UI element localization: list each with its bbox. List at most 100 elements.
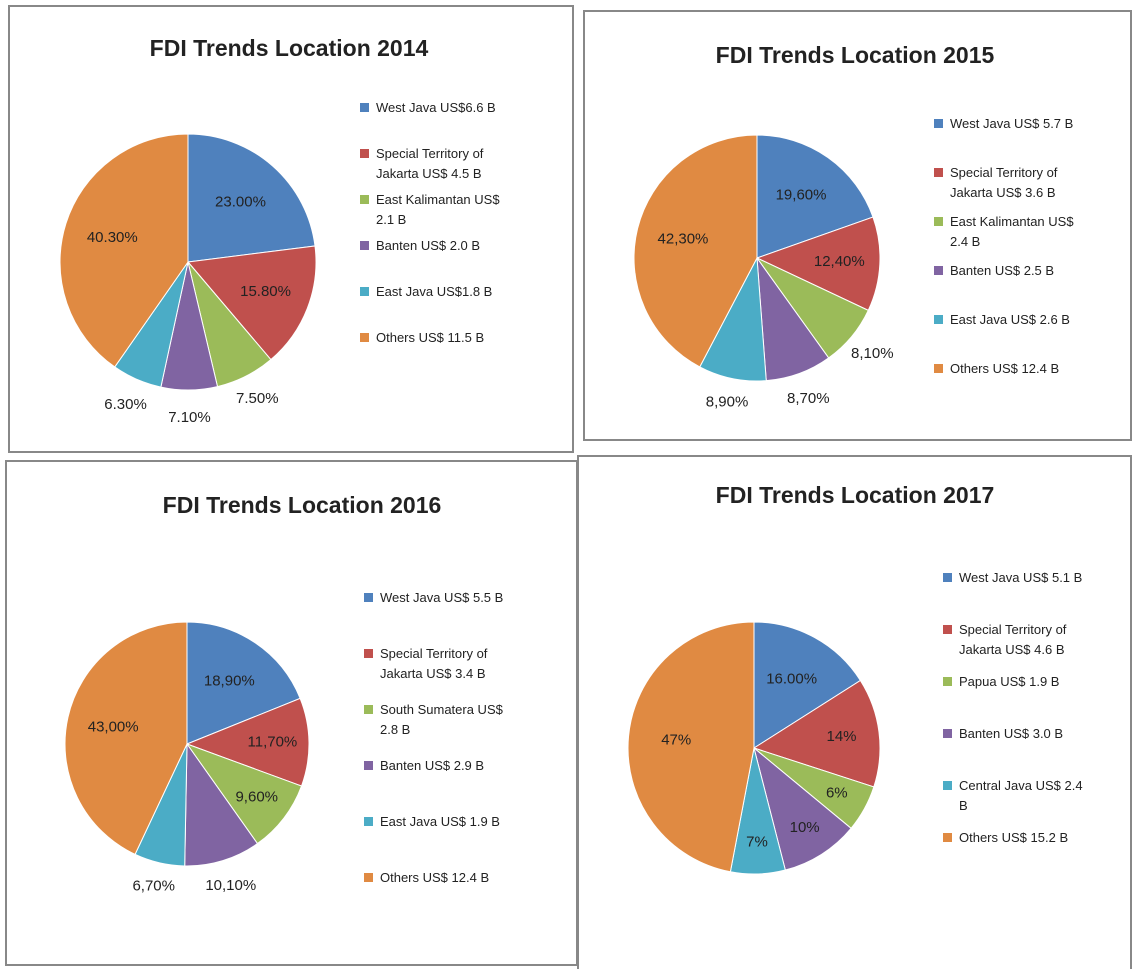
legend-swatch	[943, 781, 952, 790]
data-label: 14%	[826, 728, 856, 745]
legend-item: Special Territory of Jakarta US$ 3.4 B	[364, 644, 520, 684]
legend-item: Banten US$ 2.5 B	[934, 261, 1090, 281]
legend-item: West Java US$ 5.1 B	[943, 568, 1089, 588]
chart-title: FDI Trends Location 2014	[150, 35, 429, 61]
legend-swatch	[360, 333, 369, 342]
legend-item: Others US$ 11.5 B	[360, 328, 500, 348]
legend-label: Special Territory of Jakarta US$ 3.6 B	[950, 165, 1058, 200]
data-label: 16.00%	[766, 671, 817, 688]
legend-label: Others US$ 12.4 B	[950, 361, 1060, 376]
legend-item: West Java US$ 5.5 B	[364, 588, 520, 608]
data-label: 9,60%	[235, 788, 278, 805]
pie-slice	[185, 697, 310, 787]
legend-item: Banten US$ 2.9 B	[364, 756, 520, 776]
legend-label: East Java US$1.8 B	[376, 284, 493, 299]
legend-item: East Kalimantan US$ 2.4 B	[934, 212, 1090, 252]
legend-item: Banten US$ 3.0 B	[943, 724, 1089, 744]
legend-swatch	[360, 287, 369, 296]
legend-label: Special Territory of Jakarta US$ 4.6 B	[959, 622, 1067, 657]
legend-label: Banten US$ 2.0 B	[376, 238, 481, 253]
data-label: 8,10%	[851, 345, 894, 362]
legend-item: East Kalimantan US$ 2.1 B	[360, 190, 500, 230]
panel	[8, 5, 574, 453]
legend-swatch	[364, 817, 373, 826]
legend-item: Papua US$ 1.9 B	[943, 672, 1089, 692]
data-label: 12,40%	[814, 253, 865, 270]
legend-label: West Java US$ 5.1 B	[959, 570, 1083, 585]
legend-item: South Sumatera US$ 2.8 B	[364, 700, 520, 740]
data-label: 6,70%	[132, 878, 175, 895]
legend-swatch	[934, 364, 943, 373]
legend-item: West Java US$6.6 B	[360, 98, 500, 118]
legend-label: West Java US$ 5.7 B	[950, 116, 1074, 131]
legend-swatch	[364, 873, 373, 882]
legend-swatch	[360, 195, 369, 204]
legend-label: South Sumatera US$ 2.8 B	[380, 702, 503, 737]
legend-label: Special Territory of Jakarta US$ 4.5 B	[376, 146, 484, 181]
legend-swatch	[934, 119, 943, 128]
legend-swatch	[943, 625, 952, 634]
legend-swatch	[364, 593, 373, 602]
chart-title: FDI Trends Location 2016	[163, 492, 442, 518]
data-label: 7%	[746, 833, 768, 850]
data-label: 42,30%	[658, 231, 709, 248]
panel	[577, 455, 1132, 969]
legend-item: Special Territory of Jakarta US$ 3.6 B	[934, 163, 1090, 203]
legend-item: Central Java US$ 2.4 B	[943, 776, 1089, 816]
legend-label: Papua US$ 1.9 B	[959, 674, 1060, 689]
data-label: 11,70%	[248, 734, 298, 751]
legend-swatch	[364, 705, 373, 714]
data-label: 7.10%	[168, 409, 211, 426]
data-label: 40.30%	[87, 229, 138, 246]
legend-item: Others US$ 12.4 B	[364, 868, 520, 888]
legend-swatch	[360, 103, 369, 112]
pie-slice	[752, 679, 881, 788]
legend-label: Banten US$ 2.9 B	[380, 758, 485, 773]
legend-label: Banten US$ 2.5 B	[950, 263, 1055, 278]
legend-swatch	[943, 677, 952, 686]
pie-slice	[627, 621, 755, 873]
legend-label: Banten US$ 3.0 B	[959, 726, 1064, 741]
data-label: 6%	[826, 784, 848, 801]
pie-slice	[187, 245, 317, 361]
legend-label: East Java US$ 1.9 B	[380, 814, 500, 829]
data-label: 10%	[790, 819, 820, 836]
pie-slice	[633, 134, 758, 368]
legend-label: Others US$ 15.2 B	[959, 830, 1069, 845]
panel	[583, 10, 1132, 441]
legend-item: Special Territory of Jakarta US$ 4.6 B	[943, 620, 1089, 660]
data-label: 6.30%	[104, 396, 147, 413]
legend-label: East Kalimantan US$ 2.1 B	[376, 192, 500, 227]
legend-item: West Java US$ 5.7 B	[934, 114, 1090, 134]
pie-slice	[184, 742, 259, 867]
legend-label: West Java US$6.6 B	[376, 100, 496, 115]
legend-swatch	[934, 217, 943, 226]
legend-swatch	[943, 573, 952, 582]
legend-label: West Java US$ 5.5 B	[380, 590, 504, 605]
legend-item: Others US$ 15.2 B	[943, 828, 1089, 848]
legend-label: Others US$ 11.5 B	[376, 330, 485, 345]
legend-swatch	[934, 168, 943, 177]
data-label: 18,90%	[204, 672, 255, 689]
legend-label: East Java US$ 2.6 B	[950, 312, 1070, 327]
data-label: 19,60%	[776, 187, 827, 204]
pie-slice	[64, 621, 188, 856]
legend-item: East Java US$ 1.9 B	[364, 812, 520, 832]
pie-slice	[187, 133, 316, 263]
legend-item: Banten US$ 2.0 B	[360, 236, 500, 256]
chart-title: FDI Trends Location 2015	[716, 42, 995, 68]
pie-slice	[186, 621, 301, 745]
data-label: 8,90%	[706, 394, 749, 411]
data-label: 23.00%	[215, 193, 266, 210]
data-label: 15.80%	[240, 283, 291, 300]
legend-swatch	[943, 833, 952, 842]
pie-slice	[755, 216, 881, 312]
legend-swatch	[934, 266, 943, 275]
legend-swatch	[360, 149, 369, 158]
legend-swatch	[364, 761, 373, 770]
data-label: 8,70%	[787, 390, 830, 407]
pie-slice	[753, 621, 862, 749]
legend-swatch	[934, 315, 943, 324]
